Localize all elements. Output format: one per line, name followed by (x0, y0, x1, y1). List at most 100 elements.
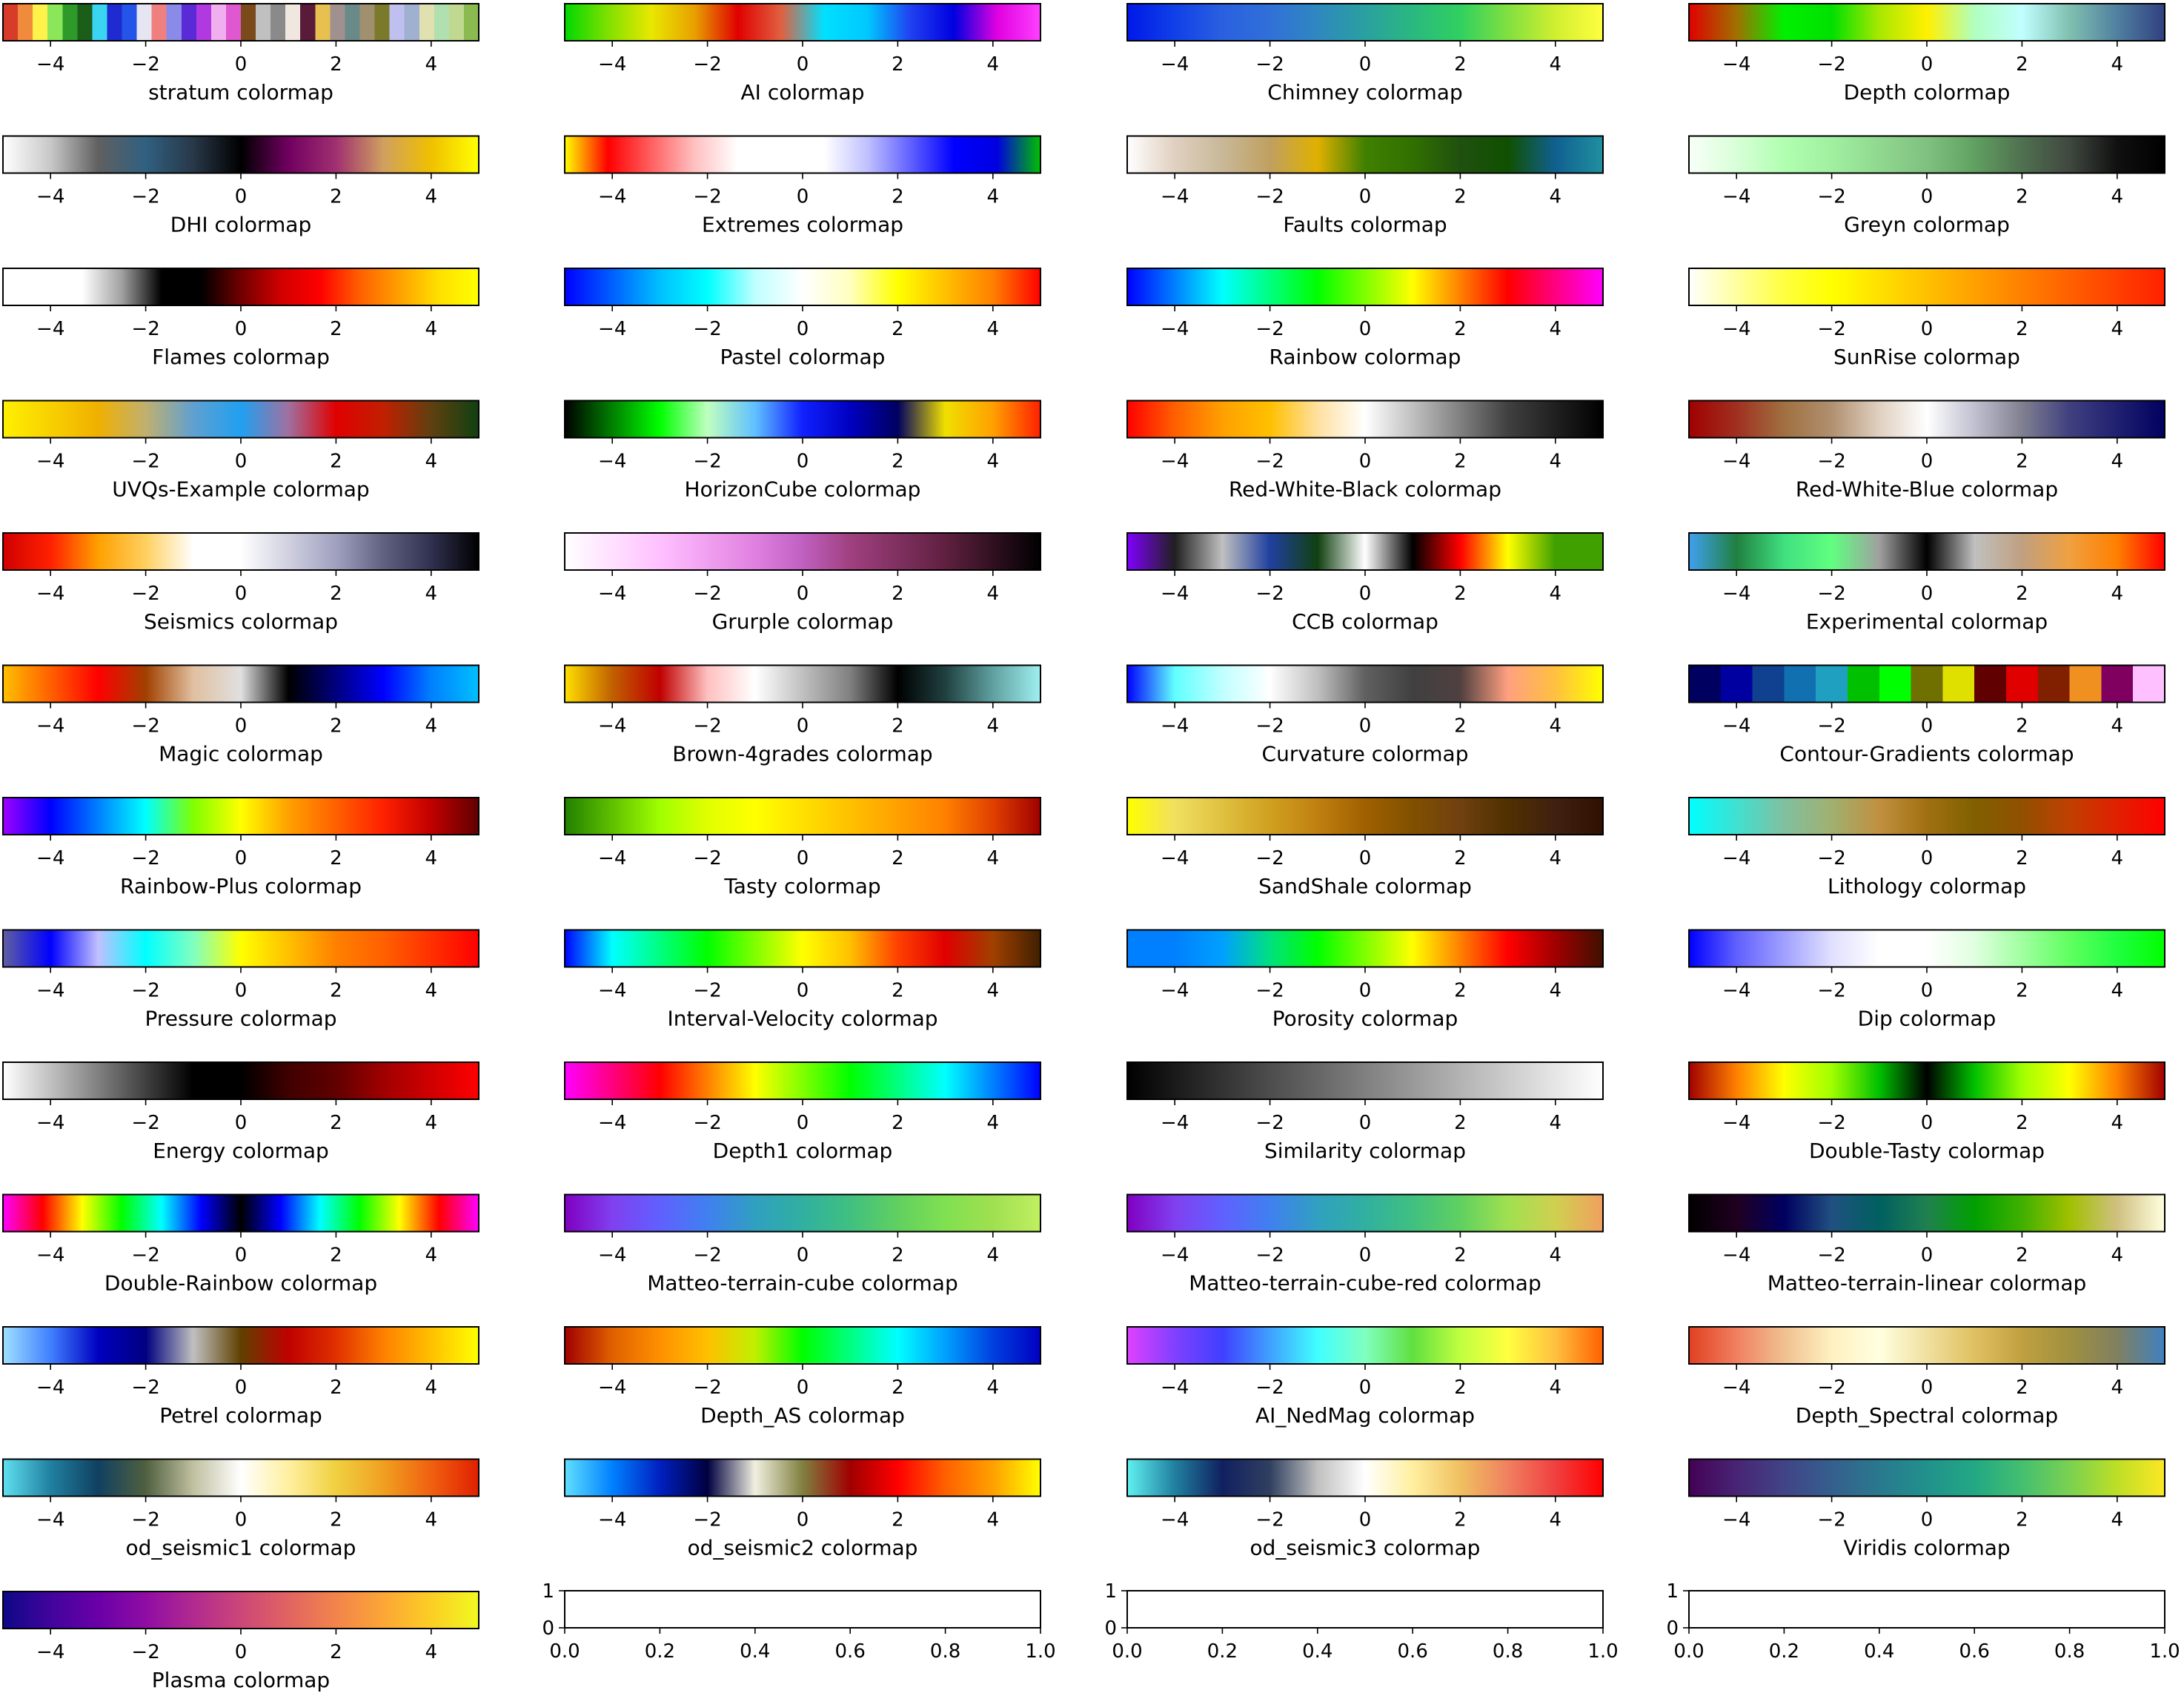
tick-label: −2 (131, 583, 159, 605)
depth1-colormap-label: Depth1 colormap (713, 1139, 893, 1163)
tick-label: 0 (797, 1112, 809, 1134)
depth-colormap-label: Depth colormap (1844, 80, 2011, 105)
tick-label: −4 (1722, 715, 1750, 738)
x-tick-label: 0.4 (1302, 1640, 1332, 1663)
magic-colormap-bar (3, 666, 479, 703)
tick-label: −4 (36, 583, 64, 605)
plasma-colormap-panel: −4 −2 0 2 4 Plasma colormap (3, 1591, 479, 1692)
tick-label: 0 (797, 583, 809, 605)
tick-label: 0 (1359, 451, 1372, 473)
rainbow-plus-colormap-bar (3, 798, 479, 835)
tick-label: 0 (797, 451, 809, 473)
similarity-colormap-bar (1127, 1062, 1603, 1099)
tick-label: −2 (1255, 583, 1284, 605)
tick-label: 2 (330, 1112, 342, 1134)
greyn-colormap-bar (1689, 136, 2165, 173)
od-seismic2-colormap-panel: −4 −2 0 2 4 od_seismic2 colormap (565, 1460, 1040, 1560)
tick-label: 2 (330, 583, 342, 605)
tick-label: −4 (1722, 1509, 1750, 1531)
empty-axis-frame (1127, 1591, 1603, 1628)
tick-label: 4 (987, 53, 1000, 76)
red-white-black-colormap-panel: −4 −2 0 2 4 Red-White-Black colormap (1127, 401, 1603, 502)
tick-label: 0 (1921, 715, 1934, 738)
stratum-colormap-bar (3, 4, 479, 41)
rainbow-colormap-label: Rainbow colormap (1269, 345, 1461, 369)
tick-label: −4 (1161, 1377, 1189, 1399)
matteo-terrain-linear-colormap-label: Matteo-terrain-linear colormap (1768, 1271, 2087, 1296)
x-tick-label: 0.2 (645, 1640, 675, 1663)
tick-label: −2 (693, 980, 721, 1002)
ai-colormap-panel: −4 −2 0 2 4 AI colormap (565, 4, 1040, 105)
tick-label: 0 (797, 1245, 809, 1267)
empty-axis: 0.0 0.2 0.4 0.6 0.8 1.0 0 1 (1666, 1580, 2180, 1663)
tick-label: 4 (425, 318, 438, 340)
tick-label: 0 (1921, 847, 1934, 869)
depth-spectral-colormap-panel: −4 −2 0 2 4 Depth_Spectral colormap (1689, 1327, 2165, 1428)
y-tick-label: 0 (1104, 1617, 1117, 1640)
depth1-colormap-bar (565, 1062, 1040, 1099)
tick-label: 4 (987, 186, 1000, 208)
dip-colormap-bar (1689, 930, 2165, 967)
x-tick-label: 1.0 (1025, 1640, 1055, 1663)
curvature-colormap-label: Curvature colormap (1262, 742, 1469, 766)
tick-label: 0 (235, 186, 248, 208)
tasty-colormap-bar (565, 798, 1040, 835)
dhi-colormap-bar (3, 136, 479, 173)
tick-label: −4 (36, 451, 64, 473)
tick-label: −4 (36, 1112, 64, 1134)
tick-label: −2 (131, 1641, 159, 1663)
empty-axis: 0.0 0.2 0.4 0.6 0.8 1.0 0 1 (1104, 1580, 1618, 1663)
interval-velocity-colormap-bar (565, 930, 1040, 967)
tick-label: 2 (2016, 1377, 2028, 1399)
tick-label: −2 (131, 1245, 159, 1267)
tick-label: 4 (2111, 1377, 2124, 1399)
tick-label: −2 (693, 1245, 721, 1267)
tick-label: −2 (1817, 715, 1845, 738)
empty-axis-frame (1689, 1591, 2165, 1628)
double-rainbow-colormap-bar (3, 1195, 479, 1232)
tick-label: 4 (425, 1641, 438, 1663)
tick-label: 2 (330, 451, 342, 473)
tick-label: 2 (892, 1245, 904, 1267)
tick-label: 0 (1359, 715, 1372, 738)
tick-label: 0 (235, 53, 248, 76)
tick-label: −4 (598, 715, 626, 738)
tick-label: −4 (1161, 1112, 1189, 1134)
curvature-colormap-panel: −4 −2 0 2 4 Curvature colormap (1127, 666, 1603, 766)
energy-colormap-panel: −4 −2 0 2 4 Energy colormap (3, 1062, 479, 1163)
tick-label: 4 (425, 451, 438, 473)
faults-colormap-label: Faults colormap (1283, 213, 1447, 237)
pressure-colormap-bar (3, 930, 479, 967)
dip-colormap-label: Dip colormap (1858, 1007, 1997, 1031)
tick-label: −2 (1255, 980, 1284, 1002)
tick-label: 2 (1454, 715, 1467, 738)
tick-label: −2 (1255, 847, 1284, 869)
tick-label: 4 (987, 451, 1000, 473)
red-white-blue-colormap-label: Red-White-Blue colormap (1796, 477, 2058, 502)
tick-label: 4 (1550, 451, 1562, 473)
tick-label: −4 (36, 1245, 64, 1267)
x-tick-label: 1.0 (2149, 1640, 2180, 1663)
colormap-panels: −4 −2 0 2 4 stratum colormap −4 −2 0 2 4 AI colorma… (3, 4, 2165, 1692)
tick-label: 2 (330, 53, 342, 76)
tick-label: 0 (1359, 847, 1372, 869)
tick-label: −2 (1817, 1112, 1845, 1134)
seismics-colormap-bar (3, 533, 479, 570)
tick-label: 4 (425, 715, 438, 738)
ai-nedmag-colormap-label: AI_NedMag colormap (1255, 1403, 1475, 1428)
tick-label: 2 (2016, 186, 2028, 208)
tick-label: −4 (598, 1245, 626, 1267)
x-tick-label: 0.0 (1673, 1640, 1704, 1663)
experimental-colormap-label: Experimental colormap (1806, 609, 2048, 634)
tick-label: 4 (425, 1509, 438, 1531)
matteo-terrain-linear-colormap-panel: −4 −2 0 2 4 Matteo-terrain-linear colormap (1689, 1195, 2165, 1296)
tick-label: −4 (36, 980, 64, 1002)
tick-label: 2 (892, 186, 904, 208)
od-seismic3-colormap-label: od_seismic3 colormap (1250, 1536, 1481, 1560)
od-seismic1-colormap-bar (3, 1460, 479, 1497)
tick-label: 2 (1454, 1112, 1467, 1134)
rainbow-colormap-bar (1127, 268, 1603, 305)
tick-label: −4 (1161, 980, 1189, 1002)
tick-label: 4 (1550, 318, 1562, 340)
tick-label: 4 (987, 980, 1000, 1002)
